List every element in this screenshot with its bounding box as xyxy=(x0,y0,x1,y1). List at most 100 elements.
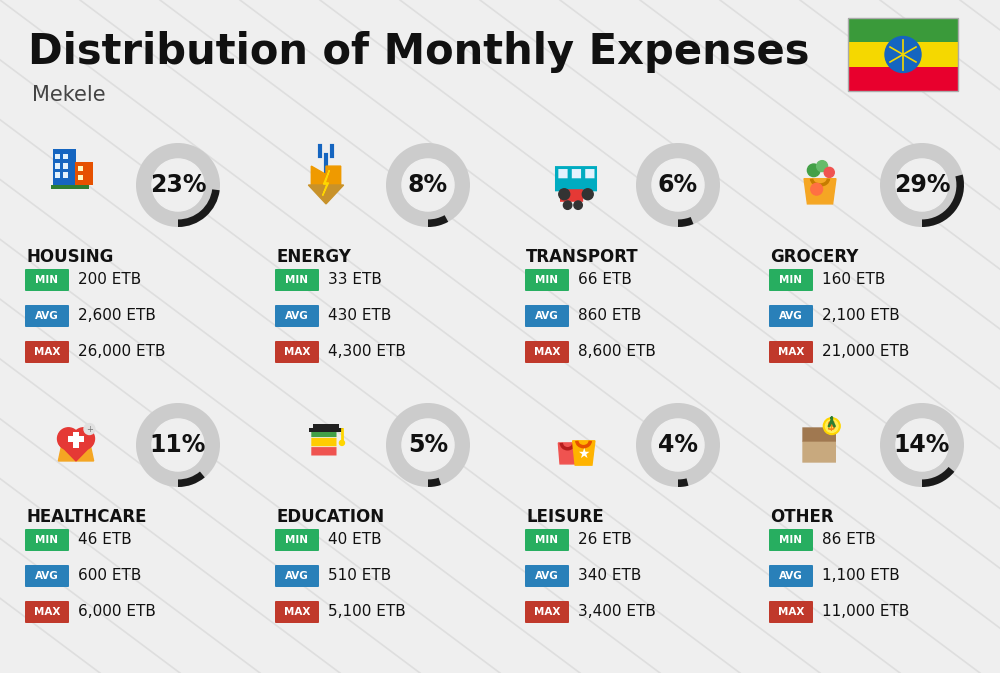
Wedge shape xyxy=(178,472,205,487)
Text: TRANSPORT: TRANSPORT xyxy=(526,248,639,266)
Text: MAX: MAX xyxy=(534,347,560,357)
Wedge shape xyxy=(880,143,964,227)
Text: 3,400 ETB: 3,400 ETB xyxy=(578,604,656,620)
Wedge shape xyxy=(880,403,964,487)
Text: 2,100 ETB: 2,100 ETB xyxy=(822,308,900,324)
FancyBboxPatch shape xyxy=(78,166,83,171)
FancyBboxPatch shape xyxy=(525,341,569,363)
Text: 14%: 14% xyxy=(894,433,950,457)
FancyBboxPatch shape xyxy=(525,269,569,291)
FancyBboxPatch shape xyxy=(585,169,594,178)
Text: ENERGY: ENERGY xyxy=(276,248,351,266)
Wedge shape xyxy=(636,143,720,227)
Text: 46 ETB: 46 ETB xyxy=(78,532,132,548)
Wedge shape xyxy=(678,217,693,227)
FancyBboxPatch shape xyxy=(25,565,69,587)
FancyBboxPatch shape xyxy=(63,153,68,160)
Wedge shape xyxy=(636,403,720,487)
Text: GROCERY: GROCERY xyxy=(770,248,858,266)
Text: AVG: AVG xyxy=(285,311,309,321)
FancyBboxPatch shape xyxy=(769,529,813,551)
Circle shape xyxy=(825,420,838,432)
FancyBboxPatch shape xyxy=(311,429,337,437)
Text: 8,600 ETB: 8,600 ETB xyxy=(578,345,656,359)
FancyBboxPatch shape xyxy=(78,174,83,180)
Text: 6,000 ETB: 6,000 ETB xyxy=(78,604,156,620)
FancyBboxPatch shape xyxy=(525,305,569,327)
Wedge shape xyxy=(678,479,688,487)
Circle shape xyxy=(896,159,948,211)
Circle shape xyxy=(84,423,95,435)
Text: AVG: AVG xyxy=(779,311,803,321)
Polygon shape xyxy=(558,443,577,464)
FancyBboxPatch shape xyxy=(25,529,69,551)
Text: 29%: 29% xyxy=(894,173,950,197)
Wedge shape xyxy=(178,189,220,227)
Circle shape xyxy=(896,419,948,471)
Text: 33 ETB: 33 ETB xyxy=(328,273,382,287)
Circle shape xyxy=(563,201,572,209)
FancyBboxPatch shape xyxy=(802,441,836,462)
FancyBboxPatch shape xyxy=(275,601,319,623)
FancyBboxPatch shape xyxy=(525,565,569,587)
Text: AVG: AVG xyxy=(35,571,59,581)
Wedge shape xyxy=(136,403,220,487)
FancyBboxPatch shape xyxy=(51,185,89,189)
Text: LEISURE: LEISURE xyxy=(526,508,604,526)
Wedge shape xyxy=(428,215,448,227)
Circle shape xyxy=(402,159,454,211)
Text: AVG: AVG xyxy=(535,311,559,321)
Circle shape xyxy=(824,168,834,178)
FancyBboxPatch shape xyxy=(63,172,68,178)
Text: 11,000 ETB: 11,000 ETB xyxy=(822,604,909,620)
FancyBboxPatch shape xyxy=(525,529,569,551)
Text: 4,300 ETB: 4,300 ETB xyxy=(328,345,406,359)
Wedge shape xyxy=(922,174,964,227)
Text: +: + xyxy=(86,425,93,433)
FancyBboxPatch shape xyxy=(55,163,60,169)
FancyBboxPatch shape xyxy=(25,341,69,363)
Text: AVG: AVG xyxy=(535,571,559,581)
Text: 23%: 23% xyxy=(150,173,206,197)
Wedge shape xyxy=(136,143,220,227)
Text: 6%: 6% xyxy=(658,173,698,197)
Text: MAX: MAX xyxy=(34,347,60,357)
Text: MAX: MAX xyxy=(284,607,310,617)
Text: HEALTHCARE: HEALTHCARE xyxy=(26,508,146,526)
Text: 430 ETB: 430 ETB xyxy=(328,308,391,324)
FancyBboxPatch shape xyxy=(311,438,337,446)
FancyBboxPatch shape xyxy=(572,169,581,178)
Text: AVG: AVG xyxy=(779,571,803,581)
Circle shape xyxy=(817,161,828,172)
Polygon shape xyxy=(323,170,329,195)
Circle shape xyxy=(582,189,593,200)
Text: AVG: AVG xyxy=(35,311,59,321)
FancyBboxPatch shape xyxy=(63,163,68,169)
FancyBboxPatch shape xyxy=(55,172,60,178)
Circle shape xyxy=(811,183,823,195)
Text: ★: ★ xyxy=(577,448,590,461)
FancyBboxPatch shape xyxy=(848,42,958,67)
Circle shape xyxy=(73,428,94,450)
Text: 26 ETB: 26 ETB xyxy=(578,532,632,548)
Wedge shape xyxy=(922,467,954,487)
Text: 160 ETB: 160 ETB xyxy=(822,273,885,287)
Text: 66 ETB: 66 ETB xyxy=(578,273,632,287)
Wedge shape xyxy=(428,478,441,487)
Text: MAX: MAX xyxy=(284,347,310,357)
Text: 4%: 4% xyxy=(658,433,698,457)
Text: MAX: MAX xyxy=(778,607,804,617)
Text: 860 ETB: 860 ETB xyxy=(578,308,641,324)
FancyBboxPatch shape xyxy=(25,269,69,291)
Text: AVG: AVG xyxy=(285,571,309,581)
FancyBboxPatch shape xyxy=(275,305,319,327)
Text: MIN: MIN xyxy=(36,535,58,545)
Text: 2,600 ETB: 2,600 ETB xyxy=(78,308,156,324)
FancyBboxPatch shape xyxy=(802,427,836,441)
Text: EDUCATION: EDUCATION xyxy=(276,508,384,526)
FancyBboxPatch shape xyxy=(275,529,319,551)
Polygon shape xyxy=(573,441,595,465)
Polygon shape xyxy=(58,447,94,461)
FancyBboxPatch shape xyxy=(275,341,319,363)
Text: MIN: MIN xyxy=(36,275,58,285)
